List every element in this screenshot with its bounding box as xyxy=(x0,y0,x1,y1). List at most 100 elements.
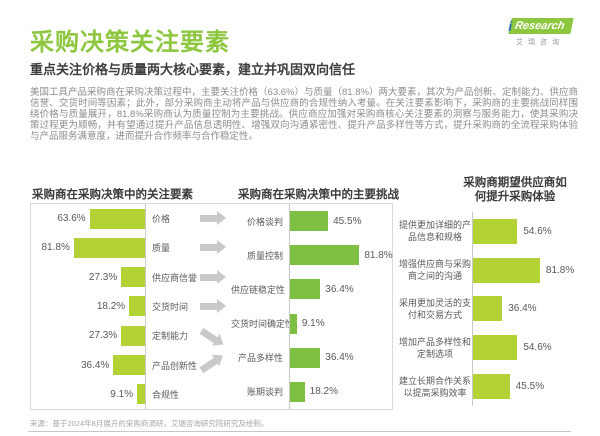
bar-area: 27.3% xyxy=(37,325,145,346)
expectation-row: 采用更加灵活的支 付和交易方式 36.4% xyxy=(398,290,585,329)
focus-factor-row: 36.4% 产品创新性 xyxy=(31,350,225,379)
bar-area: 63.6% xyxy=(37,208,145,229)
bar-value: 36.4% xyxy=(508,303,537,315)
bar xyxy=(472,296,503,322)
expectation-row: 增强供应商与采购 商之间的沟通 81.8% xyxy=(398,251,585,290)
bar-value: 45.5% xyxy=(515,381,545,393)
bar xyxy=(121,325,145,346)
bar-area: 9.1% xyxy=(289,313,393,334)
logo-research-wordmark: Research xyxy=(508,18,574,34)
bar-area: 36.4% xyxy=(472,296,585,322)
chart-expectations: 提供更加详细的产 品信息和规格 54.6% 增强供应商与采购 商之间的沟通 81.8%… xyxy=(398,212,585,406)
bar-area: 81.8% xyxy=(472,257,585,283)
bar-label: 交货时间确定性 xyxy=(231,319,295,330)
arrow-icon xyxy=(198,357,218,373)
bar-area: 81.8% xyxy=(37,237,145,258)
bar-area: 81.8% xyxy=(289,245,393,266)
bar-label: 产品多样性 xyxy=(237,353,283,364)
bar-label: 采用更加灵活的支 付和交易方式 xyxy=(398,297,471,320)
chart-title-expectations: 采购商期望供应商如何提升采购体验 xyxy=(463,177,567,203)
expectation-row: 建立长期合作关系 以提高采购效率 45.5% xyxy=(398,367,585,406)
bar-area: 36.4% xyxy=(37,355,145,376)
focus-factor-row: 27.3% 供应商信誉 xyxy=(31,263,226,292)
bar-value: 36.4% xyxy=(80,359,110,371)
bar-area: 54.6% xyxy=(472,335,585,361)
chart-title-challenges: 采购商在采购决策中的主要挑战 xyxy=(238,189,399,201)
bar-area: 45.5% xyxy=(289,211,393,232)
chart-axis-line xyxy=(289,204,290,409)
arrow-slot xyxy=(191,240,226,255)
bar-value: 36.4% xyxy=(325,283,354,295)
footer-divider xyxy=(28,431,571,432)
bar-label: 供应商信誉 xyxy=(152,272,198,283)
bar-label: 账期谈判 xyxy=(246,387,283,398)
bar-label: 增强供应商与采购 商之间的沟通 xyxy=(398,259,471,282)
challenge-row: 价格谈判 45.5% xyxy=(225,204,393,238)
bar-value: 81.8% xyxy=(364,249,393,261)
chart-challenges: 价格谈判 45.5% 质量控制 81.8% 供应链稳定性 36.4% 交货时间确定性 9.1%… xyxy=(225,204,393,409)
logo-caption: 艾瑞咨询 xyxy=(516,39,564,46)
bar-value: 9.1% xyxy=(301,318,325,330)
logo-i-mark: i xyxy=(508,18,513,34)
arrow-icon xyxy=(199,298,226,313)
bar xyxy=(129,296,145,317)
bar-label: 交货时间 xyxy=(152,301,189,312)
bar-value: 27.3% xyxy=(88,330,118,342)
bar-area: 18.2% xyxy=(37,296,145,317)
bar xyxy=(289,347,321,368)
arrow-slot xyxy=(191,211,226,226)
bar-label: 质量控制 xyxy=(246,250,283,261)
bar-label: 建立长期合作关系 以提高采购效率 xyxy=(398,375,471,398)
challenge-row: 账期谈判 18.2% xyxy=(225,375,393,409)
bar-value: 18.2% xyxy=(96,300,126,312)
bar xyxy=(289,279,321,300)
bar xyxy=(472,335,518,361)
expectation-row: 增加产品多样性和 定制选项 54.6% xyxy=(398,328,585,367)
bar-value: 54.6% xyxy=(523,225,552,237)
arrow-slot xyxy=(191,298,226,313)
bar-label: 增加产品多样性和 定制选项 xyxy=(398,336,471,359)
bar-value: 9.1% xyxy=(110,388,134,400)
bar-label: 质量 xyxy=(152,243,171,254)
bar-area: 45.5% xyxy=(472,374,585,400)
bar xyxy=(472,218,518,244)
bar xyxy=(121,267,145,288)
source-note: 来源：基于2024年8月展开的采购商调研，艾瑞咨询研究院研究及绘制。 xyxy=(30,419,269,428)
bar xyxy=(472,257,540,283)
bar-value: 36.4% xyxy=(325,352,354,364)
bar-value: 81.8% xyxy=(545,264,575,276)
challenge-row: 供应链稳定性 36.4% xyxy=(225,272,393,306)
chart-axis-line xyxy=(472,212,473,406)
arrow-slot xyxy=(191,328,225,344)
bar-value: 63.6% xyxy=(57,213,86,225)
chart-focus-factors: 63.6% 价格 81.8% 质量 27.3% 供应商信誉 18.2% 交货时间 27.3% 定制… xyxy=(31,204,226,409)
focus-and-challenges-panel: 63.6% 价格 81.8% 质量 27.3% 供应商信誉 18.2% 交货时间 27.3% 定制… xyxy=(30,203,393,410)
arrow-icon xyxy=(198,328,218,344)
focus-factor-row: 63.6% 价格 xyxy=(31,204,226,233)
bar-label: 产品创新性 xyxy=(152,360,198,371)
focus-factor-row: 9.1% 合规性 xyxy=(31,380,225,409)
bar-label: 价格谈判 xyxy=(246,216,283,227)
iresearch-logo: i Research 艾瑞咨询 xyxy=(504,18,576,47)
bar-area: 36.4% xyxy=(289,279,393,300)
focus-factor-row: 18.2% 交货时间 xyxy=(31,292,226,321)
arrow-icon xyxy=(199,211,226,226)
bar xyxy=(289,211,329,232)
focus-factor-row: 81.8% 质量 xyxy=(31,233,226,262)
bar-area: 27.3% xyxy=(37,267,145,288)
bar-area: 18.2% xyxy=(289,381,393,402)
arrow-slot xyxy=(191,357,225,373)
challenge-row: 交货时间确定性 9.1% xyxy=(225,307,393,341)
challenge-row: 产品多样性 36.4% xyxy=(225,341,393,375)
bar-value: 81.8% xyxy=(41,242,70,254)
bar-value: 27.3% xyxy=(88,271,118,283)
body-paragraph: 美国工具产品采购商在采购决策过程中，主要关注价格（63.6%）与质量（81.8%… xyxy=(30,87,578,142)
challenge-row: 质量控制 81.8% xyxy=(225,238,393,272)
slide-subtitle: 重点关注价格与质量两大核心要素，建立并巩固双向信任 xyxy=(30,62,356,77)
bar xyxy=(89,208,145,229)
expectation-row: 提供更加详细的产 品信息和规格 54.6% xyxy=(398,212,585,251)
arrow-icon xyxy=(199,240,226,255)
bar-label: 提供更加详细的产 品信息和规格 xyxy=(398,220,471,243)
bar-label: 价格 xyxy=(152,214,171,225)
